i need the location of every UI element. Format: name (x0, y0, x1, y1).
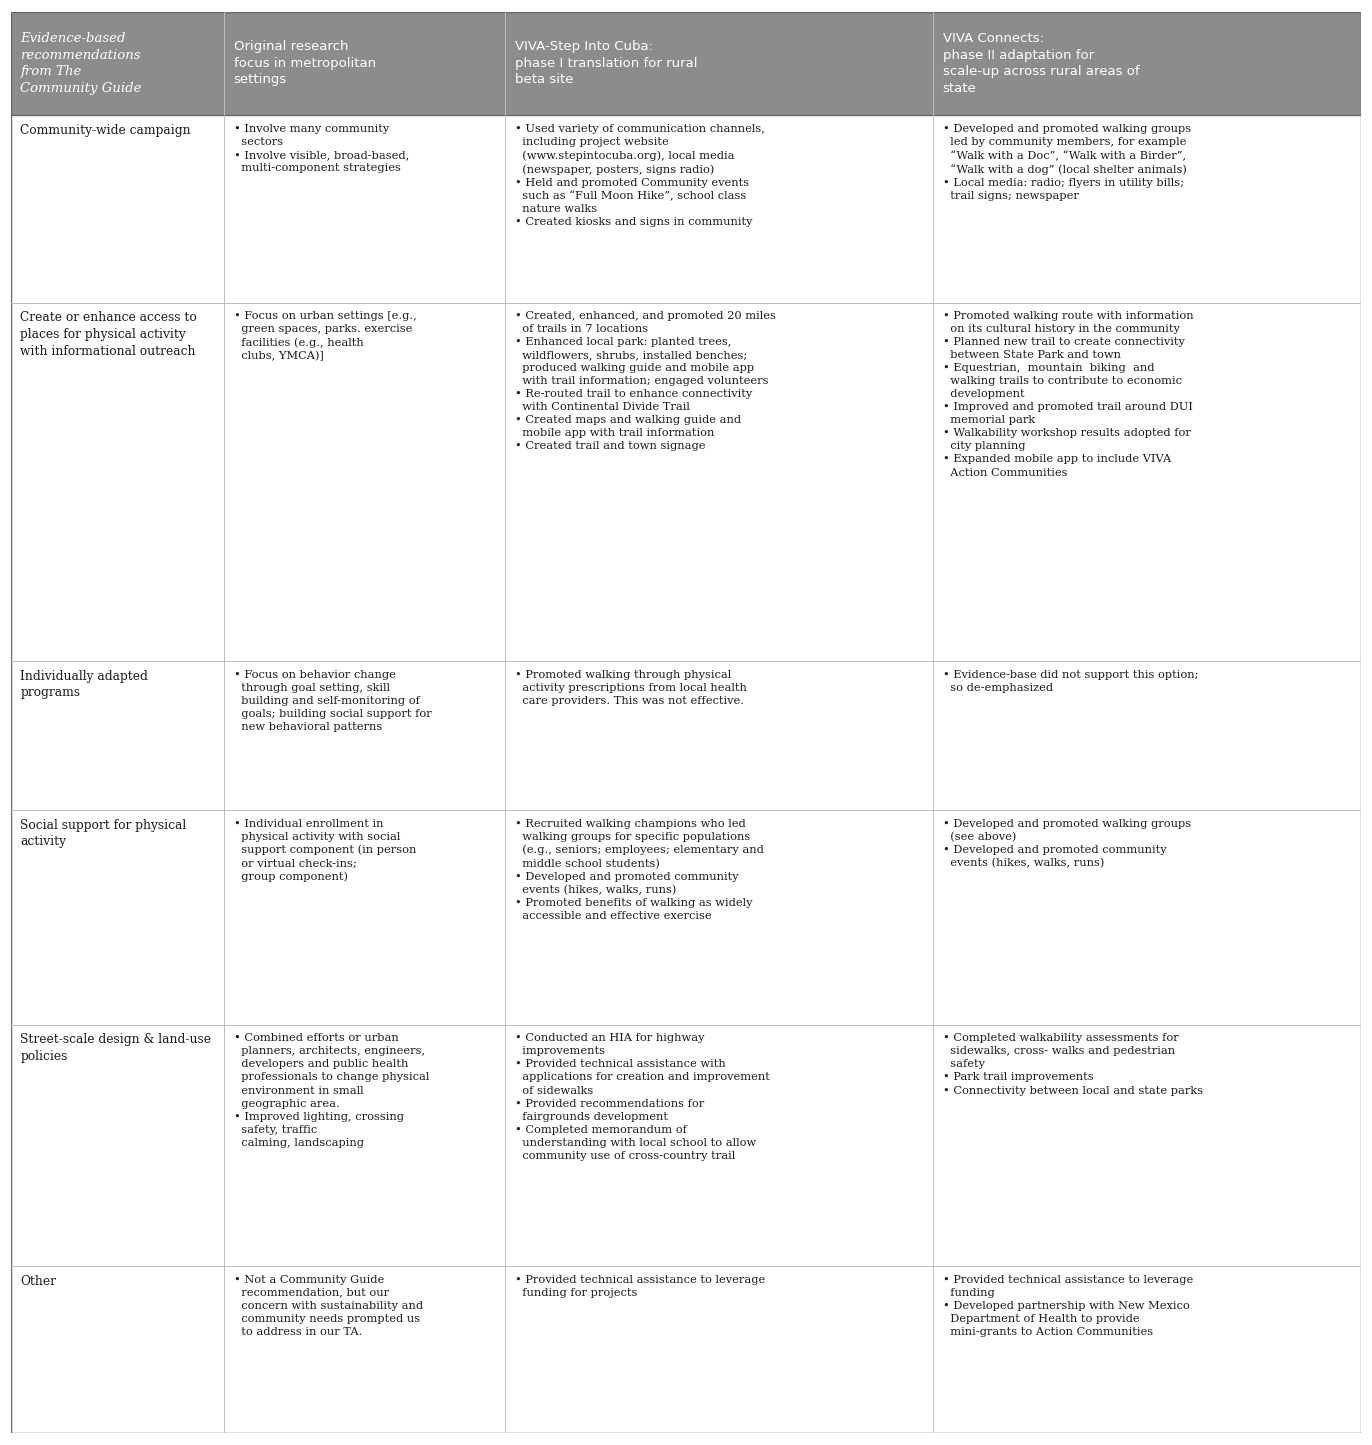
Text: Community-wide campaign: Community-wide campaign (21, 124, 191, 137)
Bar (505, 1266, 933, 1433)
Bar (11, 116, 224, 302)
Bar (224, 1025, 505, 1266)
Text: • Evidence-base did not support this option;
  so de-emphasized: • Evidence-base did not support this opt… (943, 669, 1198, 692)
Text: VIVA-Step Into Cuba:
phase I translation for rural
beta site: VIVA-Step Into Cuba: phase I translation… (514, 40, 697, 87)
Text: Original research
focus in metropolitan
settings: Original research focus in metropolitan … (233, 40, 376, 87)
Bar (933, 1266, 1361, 1433)
Text: • Used variety of communication channels,
  including project website
  (www.ste: • Used variety of communication channels… (514, 124, 764, 227)
Text: • Individual enrollment in
  physical activity with social
  support component (: • Individual enrollment in physical acti… (233, 818, 416, 883)
Bar (11, 302, 224, 660)
Bar (224, 811, 505, 1025)
Text: • Involve many community
  sectors
• Involve visible, broad-based,
  multi-compo: • Involve many community sectors • Invol… (233, 124, 409, 173)
Text: Street-scale design & land-use
policies: Street-scale design & land-use policies (21, 1033, 211, 1064)
Bar (11, 1025, 224, 1266)
Text: Individually adapted
programs: Individually adapted programs (21, 669, 148, 699)
Bar (224, 302, 505, 660)
Text: • Focus on behavior change
  through goal setting, skill
  building and self-mon: • Focus on behavior change through goal … (233, 669, 431, 731)
Text: Other: Other (21, 1274, 56, 1287)
Text: • Focus on urban settings [e.g.,
  green spaces, parks. exercise
  facilities (e: • Focus on urban settings [e.g., green s… (233, 311, 417, 361)
Text: • Created, enhanced, and promoted 20 miles
  of trails in 7 locations
• Enhanced: • Created, enhanced, and promoted 20 mil… (514, 311, 775, 451)
Bar (11, 660, 224, 811)
Bar (933, 12, 1361, 116)
Text: • Combined efforts or urban
  planners, architects, engineers,
  developers and : • Combined efforts or urban planners, ar… (233, 1033, 429, 1147)
Bar (933, 1025, 1361, 1266)
Bar (505, 302, 933, 660)
Text: • Provided technical assistance to leverage
  funding
• Developed partnership wi: • Provided technical assistance to lever… (943, 1274, 1192, 1337)
Text: • Recruited walking champions who led
  walking groups for specific populations
: • Recruited walking champions who led wa… (514, 818, 763, 922)
Bar (224, 12, 505, 116)
Bar (505, 811, 933, 1025)
Bar (933, 660, 1361, 811)
Bar (11, 1266, 224, 1433)
Bar (505, 12, 933, 116)
Bar (11, 811, 224, 1025)
Bar (505, 116, 933, 302)
Text: VIVA Connects:
phase II adaptation for
scale-up across rural areas of
state: VIVA Connects: phase II adaptation for s… (943, 32, 1139, 95)
Text: • Developed and promoted walking groups
  led by community members, for example
: • Developed and promoted walking groups … (943, 124, 1191, 201)
Text: • Conducted an HIA for highway
  improvements
• Provided technical assistance wi: • Conducted an HIA for highway improveme… (514, 1033, 770, 1160)
Bar (933, 302, 1361, 660)
Bar (505, 1025, 933, 1266)
Bar (505, 660, 933, 811)
Text: • Developed and promoted walking groups
  (see above)
• Developed and promoted c: • Developed and promoted walking groups … (943, 818, 1191, 868)
Text: Evidence-based
recommendations
from The
Community Guide: Evidence-based recommendations from The … (21, 32, 141, 95)
Text: Social support for physical
activity: Social support for physical activity (21, 818, 187, 848)
Bar (224, 1266, 505, 1433)
Bar (224, 116, 505, 302)
Text: • Completed walkability assessments for
  sidewalks, cross- walks and pedestrian: • Completed walkability assessments for … (943, 1033, 1202, 1095)
Text: • Promoted walking route with information
  on its cultural history in the commu: • Promoted walking route with informatio… (943, 311, 1194, 477)
Text: • Promoted walking through physical
  activity prescriptions from local health
 : • Promoted walking through physical acti… (514, 669, 746, 705)
Text: • Provided technical assistance to leverage
  funding for projects: • Provided technical assistance to lever… (514, 1274, 764, 1298)
Bar (11, 12, 224, 116)
Bar (933, 116, 1361, 302)
Bar (224, 660, 505, 811)
Text: Create or enhance access to
places for physical activity
with informational outr: Create or enhance access to places for p… (21, 311, 198, 358)
Bar (933, 811, 1361, 1025)
Text: • Not a Community Guide
  recommendation, but our
  concern with sustainability : • Not a Community Guide recommendation, … (233, 1274, 423, 1337)
